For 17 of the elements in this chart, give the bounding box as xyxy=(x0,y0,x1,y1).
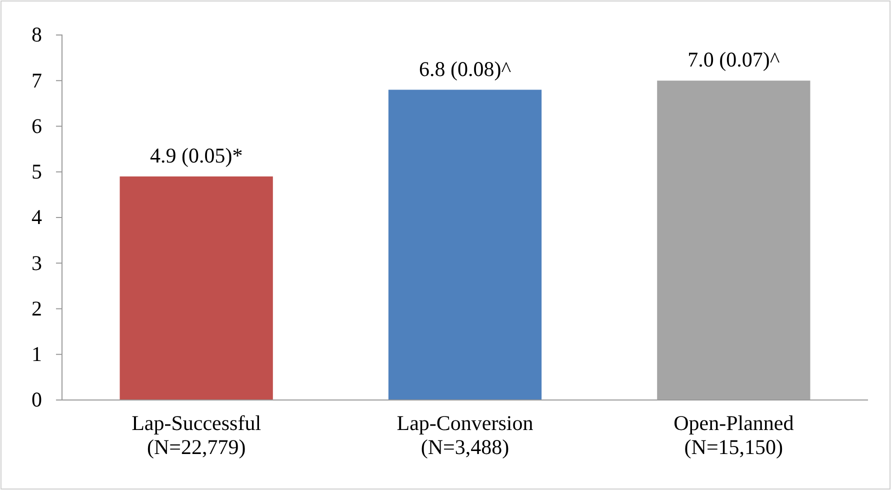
data-label: 7.0 (0.07)^ xyxy=(688,48,780,72)
data-label: 4.9 (0.05)* xyxy=(150,143,243,168)
y-tick-label: 4 xyxy=(32,205,42,230)
bar xyxy=(388,90,542,400)
y-tick-label: 8 xyxy=(32,22,42,47)
y-tick-label: 2 xyxy=(32,296,42,320)
x-tick-label: Lap-Successful (N=22,779) xyxy=(132,411,262,459)
y-tick-label: 3 xyxy=(32,250,42,275)
y-tick-label: 5 xyxy=(32,160,42,184)
y-tick-label: 1 xyxy=(32,342,42,366)
data-label: 6.8 (0.08)^ xyxy=(418,56,512,81)
bar xyxy=(120,176,273,400)
x-tick-label: Lap-Conversion (N=3,488) xyxy=(396,411,534,459)
y-tick-label: 0 xyxy=(32,388,42,412)
y-tick-label: 6 xyxy=(32,114,42,138)
x-tick-label: Open-Planned (N=15,150) xyxy=(674,411,794,459)
y-tick-label: 7 xyxy=(32,68,42,92)
